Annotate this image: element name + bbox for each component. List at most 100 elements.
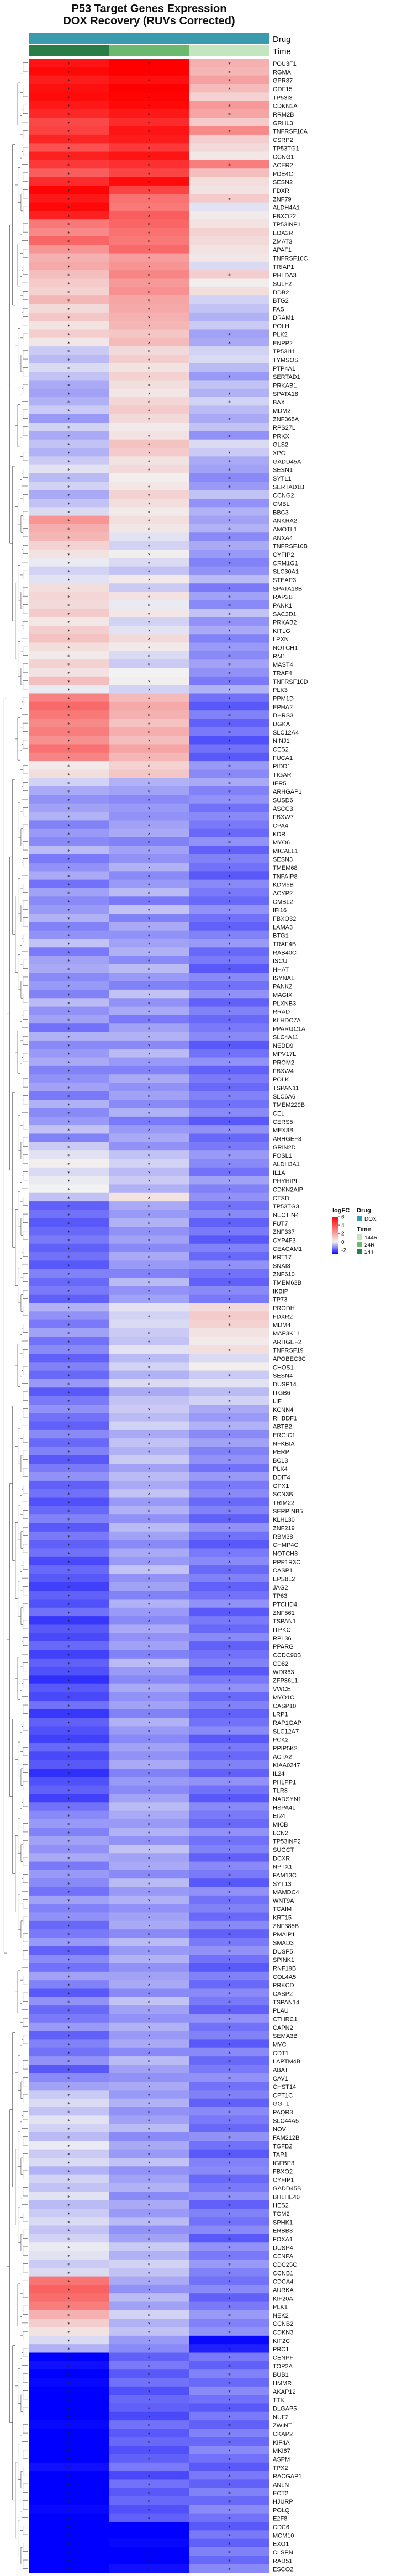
gene-label: SLC6A6 bbox=[273, 1094, 295, 1100]
heatmap-cell bbox=[189, 1768, 269, 1777]
heatmap-cell bbox=[189, 2446, 269, 2454]
significance-star: * bbox=[148, 1552, 151, 1558]
significance-star: * bbox=[148, 2542, 151, 2548]
gene-label: ZWINT bbox=[273, 2422, 292, 2429]
significance-star: * bbox=[228, 646, 231, 652]
gene-label: CHST14 bbox=[273, 2084, 296, 2091]
significance-star: * bbox=[67, 1916, 70, 1922]
heatmap-cell bbox=[109, 1785, 189, 1794]
significance-star: * bbox=[148, 909, 151, 914]
heatmap-cell bbox=[29, 1328, 109, 1337]
gene-label: CASP2 bbox=[273, 1991, 293, 1997]
significance-star: * bbox=[228, 672, 231, 677]
significance-star: * bbox=[67, 2212, 70, 2218]
heatmap-cell bbox=[189, 92, 269, 102]
gene-label: POU3F1 bbox=[273, 61, 297, 67]
heatmap-cell bbox=[189, 1489, 269, 1498]
heatmap-cell bbox=[109, 329, 189, 339]
significance-star: * bbox=[228, 1704, 231, 1709]
significance-star: * bbox=[67, 2491, 70, 2497]
gene-label: TAP1 bbox=[273, 2152, 288, 2158]
significance-star: * bbox=[67, 2017, 70, 2023]
heatmap-cell bbox=[189, 989, 269, 999]
heatmap-cell bbox=[189, 820, 269, 830]
significance-star: * bbox=[67, 1552, 70, 1558]
gene-label: ERBB3 bbox=[273, 2228, 293, 2235]
heatmap-cell bbox=[29, 854, 109, 863]
significance-star: * bbox=[228, 1746, 231, 1752]
significance-star: * bbox=[67, 443, 70, 448]
gene-label: KIAA0247 bbox=[273, 1762, 300, 1769]
significance-star: * bbox=[67, 1196, 70, 1202]
heatmap-cell bbox=[29, 2234, 109, 2243]
heatmap-cell bbox=[109, 1548, 189, 1558]
gene-label: RACGAP1 bbox=[273, 2473, 302, 2480]
heatmap-cell bbox=[109, 2446, 189, 2454]
heatmap-cell bbox=[189, 1379, 269, 1388]
gene-label: FOXA1 bbox=[273, 2236, 293, 2243]
heatmap-cell bbox=[29, 2446, 109, 2454]
heatmap-cell bbox=[29, 1633, 109, 1642]
heatmap-cell bbox=[189, 1955, 269, 1963]
heatmap-cell bbox=[109, 1938, 189, 1947]
gene-label: CEACAM1 bbox=[273, 1246, 302, 1253]
significance-star: * bbox=[67, 485, 70, 490]
heatmap-cell bbox=[189, 482, 269, 491]
significance-star: * bbox=[148, 1916, 151, 1922]
heatmap-cell bbox=[109, 1760, 189, 1769]
gene-label: PPARGC1A bbox=[273, 1026, 306, 1032]
significance-star: * bbox=[67, 2220, 70, 2226]
heatmap-cell bbox=[189, 2361, 269, 2370]
heatmap-cell bbox=[29, 321, 109, 330]
heatmap-cell bbox=[29, 964, 109, 973]
heatmap-cell bbox=[29, 1828, 109, 1836]
significance-star: * bbox=[67, 1187, 70, 1193]
heatmap-cell bbox=[189, 1658, 269, 1667]
significance-star: * bbox=[67, 739, 70, 745]
significance-star: * bbox=[228, 1662, 231, 1667]
significance-star: * bbox=[148, 1653, 151, 1659]
gene-label: ABAT bbox=[273, 2067, 288, 2073]
gene-label: RRM2B bbox=[273, 112, 294, 118]
gene-label: MICALL1 bbox=[273, 848, 298, 854]
significance-star: * bbox=[228, 2068, 231, 2073]
significance-star: * bbox=[228, 2314, 231, 2319]
significance-star: * bbox=[228, 536, 231, 541]
significance-star: * bbox=[148, 358, 151, 363]
gene-label: TP53I11 bbox=[273, 349, 295, 355]
significance-star: * bbox=[148, 2009, 151, 2014]
gene-label: KLHL30 bbox=[273, 1517, 295, 1523]
heatmap-cell bbox=[189, 270, 269, 279]
gene-label: CMBL2 bbox=[273, 899, 293, 905]
heatmap-cell bbox=[189, 202, 269, 212]
gene-label: CAPN2 bbox=[273, 2025, 293, 2031]
heatmap-cell bbox=[29, 1548, 109, 1558]
heatmap-cell bbox=[29, 896, 109, 906]
heatmap-cell bbox=[29, 1904, 109, 1913]
significance-star: * bbox=[67, 2255, 70, 2260]
heatmap-cell bbox=[189, 2403, 269, 2413]
heatmap-cell bbox=[29, 659, 109, 668]
heatmap-cell bbox=[109, 1133, 189, 1143]
gene-label: PTCHD4 bbox=[273, 1601, 297, 1608]
gene-label: PANK2 bbox=[273, 984, 292, 990]
heatmap-cell bbox=[29, 1963, 109, 1972]
heatmap-cell bbox=[29, 1413, 109, 1422]
heatmap-cell bbox=[109, 2158, 189, 2167]
heatmap-cell bbox=[189, 1692, 269, 1701]
significance-star: * bbox=[228, 2009, 231, 2014]
heatmap-cell bbox=[109, 287, 189, 296]
heatmap-cell bbox=[189, 2378, 269, 2387]
significance-star: * bbox=[228, 1509, 231, 1515]
gene-label: NPTX1 bbox=[273, 1864, 292, 1871]
heatmap-cell bbox=[189, 405, 269, 415]
gene-label: DUSP14 bbox=[273, 1381, 297, 1388]
heatmap-cell bbox=[29, 676, 109, 685]
significance-star: * bbox=[67, 426, 70, 431]
gene-label: SPINK1 bbox=[273, 1957, 294, 1963]
gene-label: TNFRSF10B bbox=[273, 543, 308, 550]
significance-star: * bbox=[67, 2237, 70, 2243]
gene-label: MDM4 bbox=[273, 1322, 290, 1329]
heatmap-cell bbox=[189, 1108, 269, 1117]
heatmap-cell bbox=[189, 2082, 269, 2091]
